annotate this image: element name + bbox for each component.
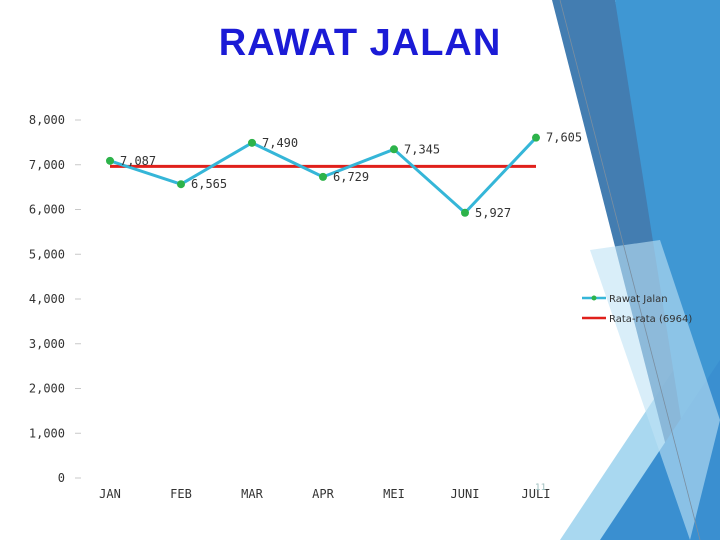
slide-number: 11 — [535, 483, 546, 493]
x-tick-label: JULI — [522, 487, 551, 501]
data-point — [177, 180, 185, 189]
data-point — [461, 208, 469, 217]
x-tick-label: MEI — [383, 487, 405, 501]
x-tick-label: JAN — [99, 487, 121, 501]
deco-thin-line — [559, 0, 701, 540]
data-labels-group: 7,087 6,565 7,490 6,729 7,345 5,927 7,605 — [120, 131, 582, 220]
chart-legend: Rawat Jalan Rata-rata (6964) — [582, 294, 692, 325]
series-group — [106, 133, 540, 217]
deco-pale-strip — [590, 240, 720, 540]
data-label: 6,565 — [191, 177, 227, 191]
y-tick-label: 3,000 — [29, 337, 65, 351]
legend-marker-rawat-jalan — [591, 295, 597, 301]
data-label: 7,087 — [120, 154, 156, 168]
y-tick-label: 1,000 — [29, 426, 65, 440]
slide-title: RAWAT JALAN — [218, 22, 502, 64]
data-label: 7,490 — [262, 136, 298, 150]
data-label: 6,729 — [333, 170, 369, 184]
y-tick-label: 0 — [58, 471, 65, 485]
x-tick-label: FEB — [170, 487, 192, 501]
data-label: 7,345 — [404, 142, 440, 156]
data-point — [390, 145, 398, 154]
data-point — [532, 133, 540, 142]
x-tick-label: JUNI — [451, 487, 480, 501]
y-tick-label: 7,000 — [29, 158, 65, 172]
y-tick-label: 2,000 — [29, 382, 65, 396]
y-tick-label: 5,000 — [29, 247, 65, 261]
data-point — [248, 138, 256, 147]
legend-label-rawat-jalan: Rawat Jalan — [609, 294, 668, 305]
data-point — [106, 156, 114, 165]
x-tick-label: MAR — [241, 487, 263, 501]
y-tick-label: 8,000 — [29, 113, 65, 127]
y-tick-label: 4,000 — [29, 292, 65, 306]
data-label: 5,927 — [475, 206, 511, 220]
data-label: 7,605 — [546, 131, 582, 145]
decorative-background-shapes — [552, 0, 720, 540]
y-tick-label: 6,000 — [29, 203, 65, 217]
x-tick-label: APR — [312, 487, 334, 501]
legend-label-average: Rata-rata (6964) — [609, 314, 692, 325]
chart-axes: 0 1,000 2,000 3,000 4,000 5,000 6,000 7,000 8,00… — [29, 113, 551, 501]
data-point — [319, 172, 327, 181]
